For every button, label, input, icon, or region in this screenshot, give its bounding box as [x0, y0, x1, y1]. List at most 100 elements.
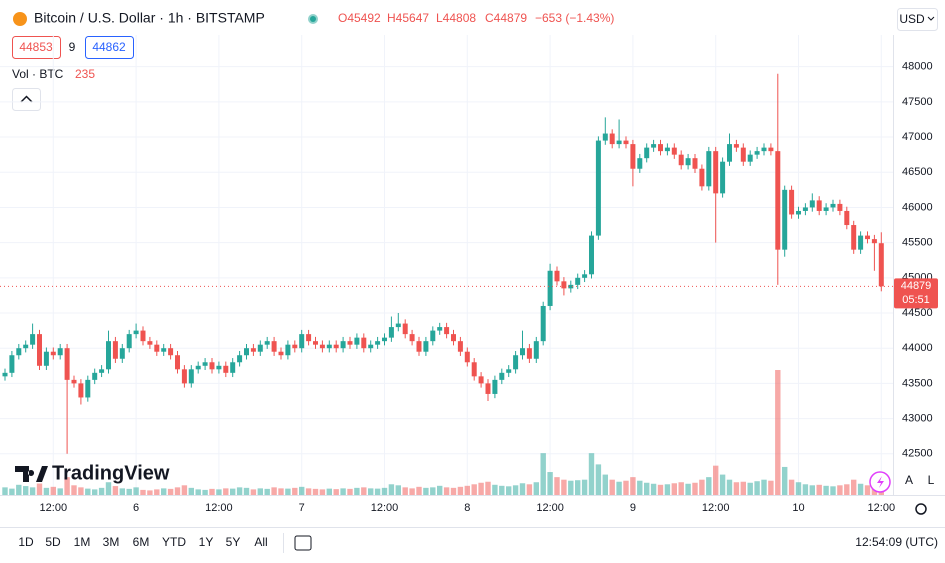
- x-tick-label: 12:00: [702, 502, 730, 514]
- volume-bar: [340, 488, 346, 495]
- symbol-title: Bitcoin / U.S. Dollar · 1h · BITSTAMP: [34, 10, 265, 26]
- volume-bar: [23, 486, 29, 495]
- candle-body: [754, 151, 760, 155]
- candle-body: [271, 341, 277, 352]
- y-tick-label: 44000: [902, 342, 933, 354]
- ask: 44862: [92, 40, 126, 54]
- x-tick-label: 10: [792, 502, 804, 514]
- volume-bar: [837, 485, 843, 495]
- candle-body: [796, 210, 801, 215]
- range-button[interactable]: 6M: [133, 535, 150, 549]
- candle-body: [430, 330, 436, 342]
- candle-body: [444, 327, 450, 335]
- candle-body: [471, 362, 477, 377]
- range-button[interactable]: 1Y: [199, 535, 214, 549]
- volume-bar: [264, 488, 270, 495]
- range-button[interactable]: 3M: [103, 535, 120, 549]
- range-button[interactable]: 1D: [18, 535, 34, 549]
- candle-body: [375, 341, 381, 345]
- ohlc-high: H45647: [387, 11, 429, 25]
- collapse-button[interactable]: [12, 88, 41, 111]
- candle-body: [133, 330, 139, 335]
- candle-body: [175, 355, 180, 370]
- candle-body: [520, 348, 525, 356]
- candle-body: [78, 383, 84, 398]
- bid-box[interactable]: [12, 36, 61, 59]
- candle-body: [395, 323, 401, 328]
- settings-button[interactable]: [915, 503, 927, 515]
- range-button[interactable]: 5Y: [226, 535, 241, 549]
- candle-body: [437, 327, 443, 331]
- currency-button[interactable]: [897, 8, 938, 31]
- volume-bar: [271, 487, 277, 495]
- candle-body: [844, 210, 850, 226]
- auto-button[interactable]: A: [905, 473, 913, 487]
- candle-body: [457, 341, 463, 352]
- volume-bar: [202, 489, 208, 495]
- spread: 9: [69, 40, 76, 54]
- x-tick-label: 6: [133, 502, 139, 514]
- volume-bar: [2, 487, 8, 495]
- volume-bar: [209, 488, 215, 495]
- range-button[interactable]: YTD: [162, 535, 186, 549]
- candle-body: [209, 362, 215, 370]
- candle-body: [416, 341, 422, 352]
- candle-body: [409, 334, 415, 342]
- volume-bar: [788, 479, 795, 495]
- volume-bars: [2, 370, 884, 495]
- volume-bar: [575, 480, 581, 495]
- volume-bar: [188, 487, 194, 495]
- candle-body: [595, 140, 601, 236]
- volume-bar: [630, 477, 636, 495]
- x-tick-label: 8: [464, 502, 470, 514]
- volume-bar: [616, 481, 622, 495]
- x-tick-label: 12:00: [205, 502, 233, 514]
- candle-body: [216, 365, 222, 370]
- volume-bar: [243, 487, 250, 495]
- volume-bar: [809, 485, 815, 495]
- candle-body: [823, 207, 829, 211]
- volume-bar: [706, 477, 712, 495]
- ask-box[interactable]: [85, 36, 134, 59]
- candle-body: [644, 147, 650, 159]
- range-button[interactable]: All: [254, 535, 267, 549]
- range-button[interactable]: 1M: [74, 535, 91, 549]
- candle-body: [499, 372, 505, 380]
- log-button[interactable]: L: [928, 473, 935, 487]
- volume-bar: [526, 484, 533, 495]
- candle-body: [99, 369, 105, 373]
- candle-body: [630, 144, 636, 169]
- y-tick-label: 47500: [902, 96, 933, 108]
- volume-bar: [57, 488, 63, 495]
- volume-bar: [402, 487, 408, 495]
- candle-body: [692, 158, 698, 169]
- y-tick-label: 47000: [902, 131, 933, 143]
- candle-body: [112, 341, 118, 359]
- candle-body: [637, 158, 643, 169]
- currency: USD: [899, 12, 925, 26]
- x-tick-label: 12:00: [536, 502, 564, 514]
- volume-bar: [140, 489, 146, 495]
- volume-bar: [568, 480, 574, 495]
- candle-body: [513, 355, 519, 370]
- candle-body: [664, 147, 670, 152]
- candle-body: [388, 327, 394, 338]
- volume-bar: [278, 488, 284, 495]
- candle-body: [816, 200, 822, 211]
- candle-body: [161, 348, 167, 352]
- candle-body: [257, 344, 263, 352]
- candle-body: [264, 341, 270, 345]
- candle-body: [782, 189, 788, 250]
- date-range-button[interactable]: [294, 535, 312, 551]
- candle-body: [699, 168, 705, 187]
- candle-body: [64, 348, 70, 380]
- range-button[interactable]: 5D: [45, 535, 61, 549]
- volume-bar: [147, 490, 153, 495]
- volume-bar: [354, 487, 360, 495]
- candle-body: [50, 351, 56, 356]
- volume-bar: [85, 488, 91, 495]
- volume-bar: [230, 488, 236, 495]
- candle-body: [57, 348, 63, 356]
- volume-bar: [326, 488, 332, 495]
- volume-bar: [533, 482, 539, 495]
